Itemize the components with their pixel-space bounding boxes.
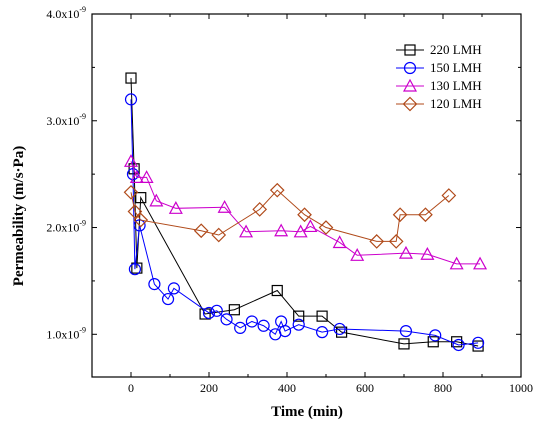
data-point-220-lmh — [316, 310, 328, 322]
legend-marker — [402, 78, 418, 92]
data-point-220-lmh — [398, 338, 410, 350]
data-point-120-lmh — [418, 207, 433, 223]
data-point-150-lmh — [245, 315, 258, 328]
x-tick-label: 0 — [128, 381, 134, 395]
data-point-150-lmh — [210, 304, 223, 317]
series-layer — [123, 72, 488, 352]
data-point-120-lmh — [369, 234, 385, 249]
y-axis-title: Permeability (m/s·Pa) — [11, 146, 27, 286]
data-point-130-lmh — [449, 256, 464, 270]
data-point-120-lmh — [123, 184, 139, 200]
data-point-130-lmh — [420, 246, 435, 260]
x-tick-label: 400 — [278, 381, 296, 395]
legend-item-130-lmh: 130 LMH — [396, 78, 482, 93]
data-point-120-lmh — [297, 207, 312, 223]
data-point-130-lmh — [149, 193, 164, 207]
data-point-150-lmh — [399, 324, 413, 338]
x-tick-label: 1000 — [509, 381, 533, 395]
data-point-120-lmh — [127, 204, 143, 219]
data-point-220-lmh — [131, 262, 143, 274]
legend-marker — [404, 44, 416, 56]
data-point-130-lmh — [293, 224, 308, 238]
data-point-150-lmh — [133, 219, 146, 232]
series-line-220-lmh — [130, 78, 479, 347]
y-tick-label: 4.0x10-9 — [46, 5, 86, 21]
data-point-220-lmh — [135, 192, 147, 204]
data-point-120-lmh — [252, 202, 268, 217]
data-point-220-lmh — [293, 310, 305, 322]
data-point-150-lmh — [124, 93, 138, 106]
data-point-120-lmh — [269, 182, 285, 198]
data-point-150-lmh — [472, 336, 485, 349]
data-point-150-lmh — [278, 324, 292, 338]
data-point-130-lmh — [139, 170, 154, 183]
data-point-150-lmh — [202, 306, 216, 320]
legend-label: 130 LMH — [430, 78, 482, 93]
data-point-150-lmh — [429, 329, 442, 342]
data-point-220-lmh — [128, 163, 140, 175]
data-point-130-lmh — [123, 154, 139, 167]
legend-marker — [402, 96, 418, 112]
legend-label: 120 LMH — [430, 96, 482, 111]
data-point-120-lmh — [388, 234, 404, 249]
data-point-220-lmh — [271, 284, 283, 297]
x-tick-label: 600 — [356, 381, 374, 395]
data-point-150-lmh — [292, 318, 305, 331]
data-point-130-lmh — [332, 235, 347, 249]
axes: 0 200 400 600 800 1000 1.0x10-9 2.0x10-9 3.0x10-… — [46, 5, 533, 395]
x-axis-title: Time (min) — [271, 404, 343, 420]
series-line-120-lmh — [130, 189, 450, 242]
series-130-lmh — [123, 154, 488, 270]
data-point-130-lmh — [129, 170, 144, 183]
data-point-130-lmh — [168, 201, 183, 214]
data-point-120-lmh — [193, 223, 209, 239]
data-point-150-lmh — [220, 313, 233, 326]
x-tick-label: 800 — [434, 381, 452, 395]
y-tick-label: 2.0x10-9 — [46, 219, 86, 235]
data-point-150-lmh — [128, 263, 141, 276]
y-tick-label: 1.0x10-9 — [46, 325, 86, 341]
data-point-220-lmh — [228, 304, 240, 316]
data-point-150-lmh — [234, 321, 247, 334]
data-point-150-lmh — [148, 278, 161, 291]
data-point-130-lmh — [350, 248, 365, 261]
data-point-120-lmh — [441, 188, 457, 203]
data-point-150-lmh — [161, 292, 175, 306]
legend: 220 LMH 150 LMH 130 LMH 120 LMH — [396, 42, 482, 112]
plot-frame — [91, 13, 522, 378]
data-point-130-lmh — [217, 199, 232, 213]
data-point-130-lmh — [398, 245, 413, 259]
legend-item-220-lmh: 220 LMH — [396, 42, 482, 57]
data-point-130-lmh — [303, 219, 318, 233]
y-tick-label: 3.0x10-9 — [46, 112, 86, 128]
data-point-120-lmh — [392, 207, 408, 223]
data-point-220-lmh — [125, 72, 137, 84]
data-point-130-lmh — [274, 223, 289, 237]
data-point-150-lmh — [333, 322, 346, 336]
data-point-120-lmh — [133, 212, 149, 228]
x-tick-label: 200 — [200, 381, 218, 395]
data-point-150-lmh — [167, 282, 180, 295]
legend-label: 220 LMH — [430, 42, 482, 57]
legend-item-150-lmh: 150 LMH — [396, 60, 482, 75]
legend-marker — [403, 61, 417, 75]
series-150-lmh — [124, 93, 485, 352]
data-point-120-lmh — [211, 227, 227, 243]
data-point-150-lmh — [257, 319, 270, 332]
data-point-220-lmh — [427, 336, 439, 348]
series-line-130-lmh — [130, 161, 481, 265]
series-120-lmh — [123, 182, 457, 249]
data-point-120-lmh — [318, 220, 334, 235]
legend-label: 150 LMH — [430, 60, 482, 75]
data-point-220-lmh — [336, 326, 348, 338]
data-point-130-lmh — [239, 224, 254, 238]
data-point-130-lmh — [473, 256, 488, 270]
data-point-150-lmh — [316, 326, 329, 339]
data-point-150-lmh — [452, 338, 465, 352]
legend-item-120-lmh: 120 LMH — [396, 96, 482, 112]
series-line-150-lmh — [130, 99, 479, 346]
